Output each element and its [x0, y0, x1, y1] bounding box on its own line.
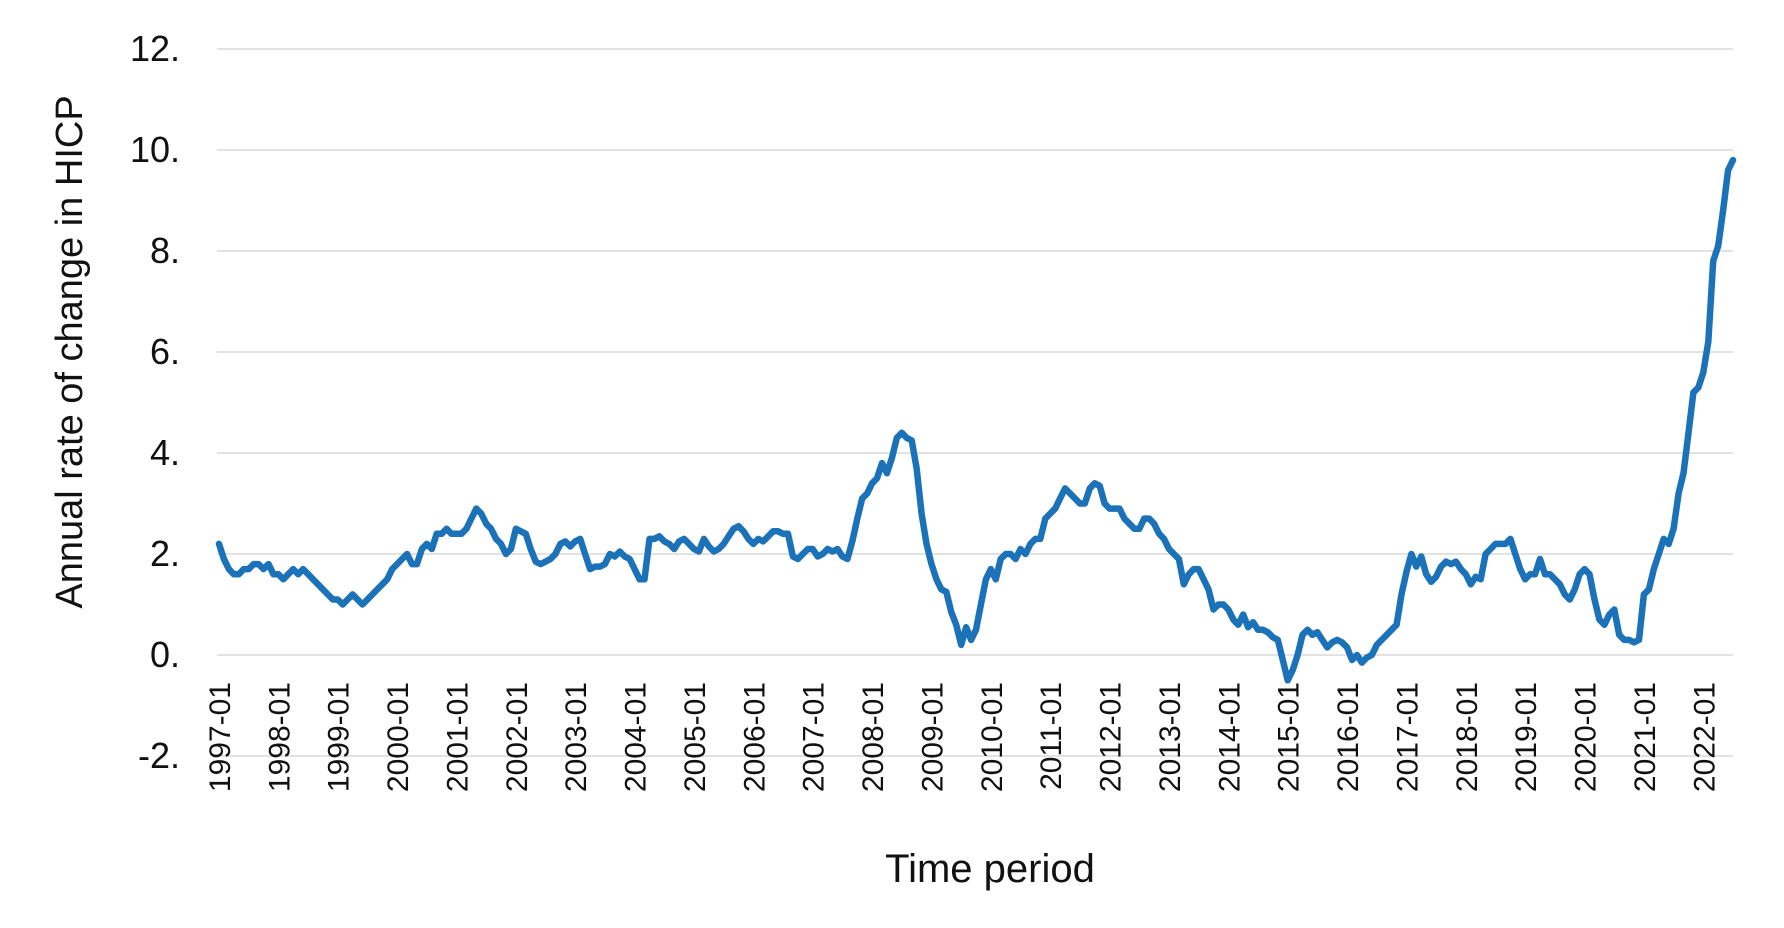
x-tick-label: 2015-01: [1273, 682, 1306, 792]
x-tick-label: 2009-01: [916, 682, 949, 792]
x-tick-label: 1999-01: [323, 682, 356, 792]
y-axis-tick-labels: 12. 10. 8. 6. 4. 2. 0. -2.: [130, 28, 180, 776]
x-axis-tick-labels: 1997-01 1998-01 1999-01 2000-01 2001-01 2002-…: [204, 682, 1721, 792]
x-tick-label: 2022-01: [1688, 682, 1721, 792]
x-tick-label: 2016-01: [1332, 682, 1365, 792]
x-tick-label: 2018-01: [1451, 682, 1484, 792]
x-tick-label: 2005-01: [679, 682, 712, 792]
y-tick-label: 2.: [150, 533, 180, 574]
x-axis-title: Time period: [885, 847, 1095, 891]
x-tick-label: 2000-01: [382, 682, 415, 792]
x-tick-label: 2001-01: [441, 682, 474, 792]
y-tick-label: 4.: [150, 432, 180, 473]
x-tick-label: 2003-01: [560, 682, 593, 792]
x-tick-label: 1998-01: [263, 682, 296, 792]
hicp-series-line: [215, 156, 1737, 684]
x-tick-label: 2021-01: [1629, 682, 1662, 792]
y-tick-label: 8.: [150, 230, 180, 271]
x-tick-label: 2019-01: [1510, 682, 1543, 792]
x-tick-label: 1997-01: [204, 682, 237, 792]
y-tick-label: 6.: [150, 331, 180, 372]
x-tick-label: 2014-01: [1213, 682, 1246, 792]
x-tick-label: 2020-01: [1570, 682, 1603, 792]
y-tick-label: 0.: [150, 634, 180, 675]
x-tick-label: 2012-01: [1095, 682, 1128, 792]
x-tick-label: 2004-01: [620, 682, 653, 792]
y-tick-label: 12.: [130, 28, 180, 69]
x-tick-label: 2006-01: [738, 682, 771, 792]
x-tick-label: 2002-01: [501, 682, 534, 792]
x-tick-label: 2007-01: [798, 682, 831, 792]
x-tick-label: 2010-01: [976, 682, 1009, 792]
y-axis-title: Annual rate of change in HICP: [49, 95, 91, 608]
gridlines: [217, 48, 1733, 757]
x-tick-label: 2011-01: [1035, 682, 1068, 790]
x-tick-label: 2013-01: [1154, 682, 1187, 792]
x-tick-label: 2008-01: [857, 682, 890, 792]
y-tick-label: 10.: [130, 129, 180, 170]
x-tick-label: 2017-01: [1391, 682, 1424, 792]
y-tick-label: -2.: [138, 735, 180, 776]
